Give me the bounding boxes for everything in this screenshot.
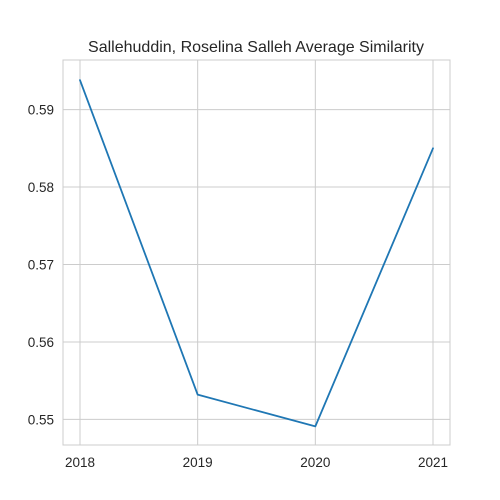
chart-title: Sallehuddin, Roselina Salleh Average Sim… [88,39,424,56]
x-tick-label: 2019 [183,455,213,470]
y-axis-ticks: 0.55 0.56 0.57 0.58 0.59 [28,103,54,428]
x-axis-ticks: 2018 2019 2020 2021 [65,455,448,470]
y-tick-label: 0.57 [28,258,54,273]
x-tick-label: 2021 [418,455,448,470]
y-tick-label: 0.56 [28,335,54,350]
y-tick-label: 0.58 [28,180,54,195]
x-tick-label: 2018 [65,455,95,470]
series-layer [79,79,434,428]
x-tick-label: 2020 [300,455,330,470]
grid [63,60,450,445]
series-line [79,79,434,428]
y-tick-label: 0.59 [28,103,54,118]
y-tick-label: 0.55 [28,412,54,427]
plot-frame [62,59,451,446]
